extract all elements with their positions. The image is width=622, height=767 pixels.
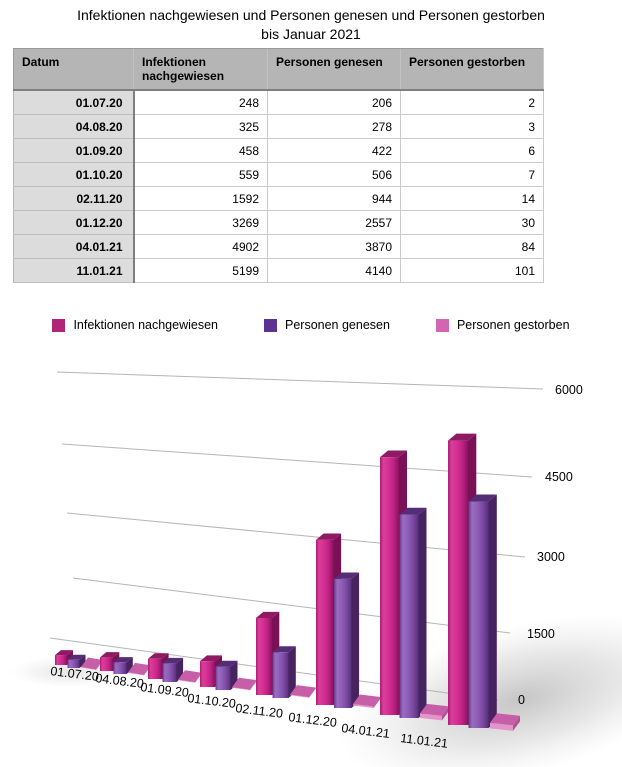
value-cell: 4140 — [267, 258, 401, 283]
legend-swatch-icon — [52, 318, 66, 332]
value-cell: 278 — [267, 114, 401, 139]
table-row: 04.01.21 4902 3870 84 — [13, 234, 544, 259]
date-cell: 01.12.20 — [13, 210, 135, 235]
legend-label: Personen gestorben — [456, 318, 570, 332]
bar-group — [316, 533, 381, 709]
bar-group — [256, 611, 316, 698]
table-header-row: Datum Infektionen nachgewiesen Personen ge… — [13, 48, 544, 91]
x-category-label: 04.01.21 — [341, 721, 391, 741]
y-tick-label: 0 — [518, 693, 525, 707]
date-cell: 02.11.20 — [13, 186, 135, 211]
table-header: Datum Infektionen nachgewiesen Personen ge… — [13, 48, 544, 91]
value-cell: 6 — [400, 138, 544, 163]
value-cell: 7 — [400, 162, 544, 187]
x-category-label: 01.10.20 — [187, 691, 237, 711]
value-cell: 84 — [400, 234, 544, 259]
value-cell: 506 — [267, 162, 401, 187]
value-cell: 30 — [400, 210, 544, 235]
legend-item-1: Personen genesen — [264, 318, 390, 332]
chart-title-line1: Infektionen nachgewiesen und Personen ge… — [77, 7, 545, 23]
value-cell: 3870 — [267, 234, 401, 259]
chart-legend: Infektionen nachgewiesen Personen genesen… — [0, 318, 622, 332]
date-cell: 01.07.20 — [13, 90, 135, 115]
column-header-1: Infektionen nachgewiesen — [133, 48, 268, 91]
legend-label: Infektionen nachgewiesen — [73, 318, 218, 332]
legend-item-2: Personen gestorben — [435, 318, 570, 332]
bar-group — [200, 655, 257, 691]
y-tick-label: 1500 — [527, 627, 555, 641]
y-tick-label: 4500 — [545, 470, 573, 484]
bar-chart-3d: 6000 4500 3000 1500 0 01.07.20 04.08.20 01.09.2… — [0, 350, 622, 767]
y-tick-label: 6000 — [555, 383, 583, 397]
data-table-wrapper: Datum Infektionen nachgewiesen Personen ge… — [13, 48, 544, 283]
legend-swatch-icon — [435, 318, 449, 332]
value-cell: 325 — [133, 114, 268, 139]
value-cell: 2 — [400, 90, 544, 115]
table-body: 01.07.20 248 206 2 04.08.20 325 278 3 01.09.20 45… — [13, 90, 544, 283]
date-cell: 01.09.20 — [13, 138, 135, 163]
table-row: 01.09.20 458 422 6 — [13, 138, 544, 163]
x-category-label: 04.08.20 — [95, 671, 145, 691]
bar-group — [380, 450, 449, 721]
x-axis-labels: 01.07.2004.08.2001.09.2001.10.2002.11.20… — [50, 664, 449, 751]
value-cell: 3 — [400, 114, 544, 139]
value-cell: 3269 — [133, 210, 268, 235]
value-cell: 559 — [133, 162, 268, 187]
y-axis-labels: 6000 4500 3000 1500 0 — [518, 383, 583, 707]
table-row: 01.12.20 3269 2557 30 — [13, 210, 544, 235]
bar-group — [448, 433, 520, 731]
value-cell: 422 — [267, 138, 401, 163]
x-category-label: 01.09.20 — [140, 680, 190, 700]
bar-group — [148, 653, 202, 683]
value-cell: 5199 — [133, 258, 268, 283]
legend-swatch-icon — [264, 318, 277, 332]
bar-group — [100, 652, 151, 676]
value-cell: 206 — [267, 90, 401, 115]
legend-item-0: Infektionen nachgewiesen — [52, 318, 218, 332]
legend-label: Personen genesen — [285, 318, 390, 332]
x-category-label: 01.07.20 — [50, 664, 100, 684]
date-cell: 01.10.20 — [13, 162, 135, 187]
column-header-0: Datum — [13, 48, 134, 91]
chart-title-line2: bis Januar 2021 — [261, 26, 361, 42]
x-category-label: 11.01.21 — [400, 731, 449, 751]
table-row: 11.01.21 5199 4140 101 — [13, 258, 544, 283]
value-cell: 14 — [400, 186, 544, 211]
value-cell: 458 — [133, 138, 268, 163]
column-header-3: Personen gestorben — [400, 48, 544, 91]
value-cell: 248 — [133, 90, 268, 115]
date-cell: 11.01.21 — [13, 258, 135, 283]
x-category-label: 02.11.20 — [235, 701, 284, 721]
value-cell: 944 — [267, 186, 401, 211]
y-tick-label: 3000 — [537, 550, 565, 564]
table-row: 01.10.20 559 506 7 — [13, 162, 544, 187]
chart-title: Infektionen nachgewiesen und Personen ge… — [0, 6, 622, 44]
date-cell: 04.01.21 — [13, 234, 135, 259]
data-table: Datum Infektionen nachgewiesen Personen ge… — [13, 48, 544, 283]
value-cell: 4902 — [133, 234, 268, 259]
value-cell: 1592 — [133, 186, 268, 211]
table-row: 04.08.20 325 278 3 — [13, 114, 544, 139]
column-header-2: Personen genesen — [267, 48, 401, 91]
table-row: 02.11.20 1592 944 14 — [13, 186, 544, 211]
date-cell: 04.08.20 — [13, 114, 135, 139]
table-row: 01.07.20 248 206 2 — [13, 90, 544, 115]
x-category-label: 01.12.20 — [288, 710, 338, 730]
chart-canvas: 6000 4500 3000 1500 0 01.07.2004.08.2001.09.2… — [8, 371, 622, 767]
value-cell: 101 — [400, 258, 544, 283]
value-cell: 2557 — [267, 210, 401, 235]
